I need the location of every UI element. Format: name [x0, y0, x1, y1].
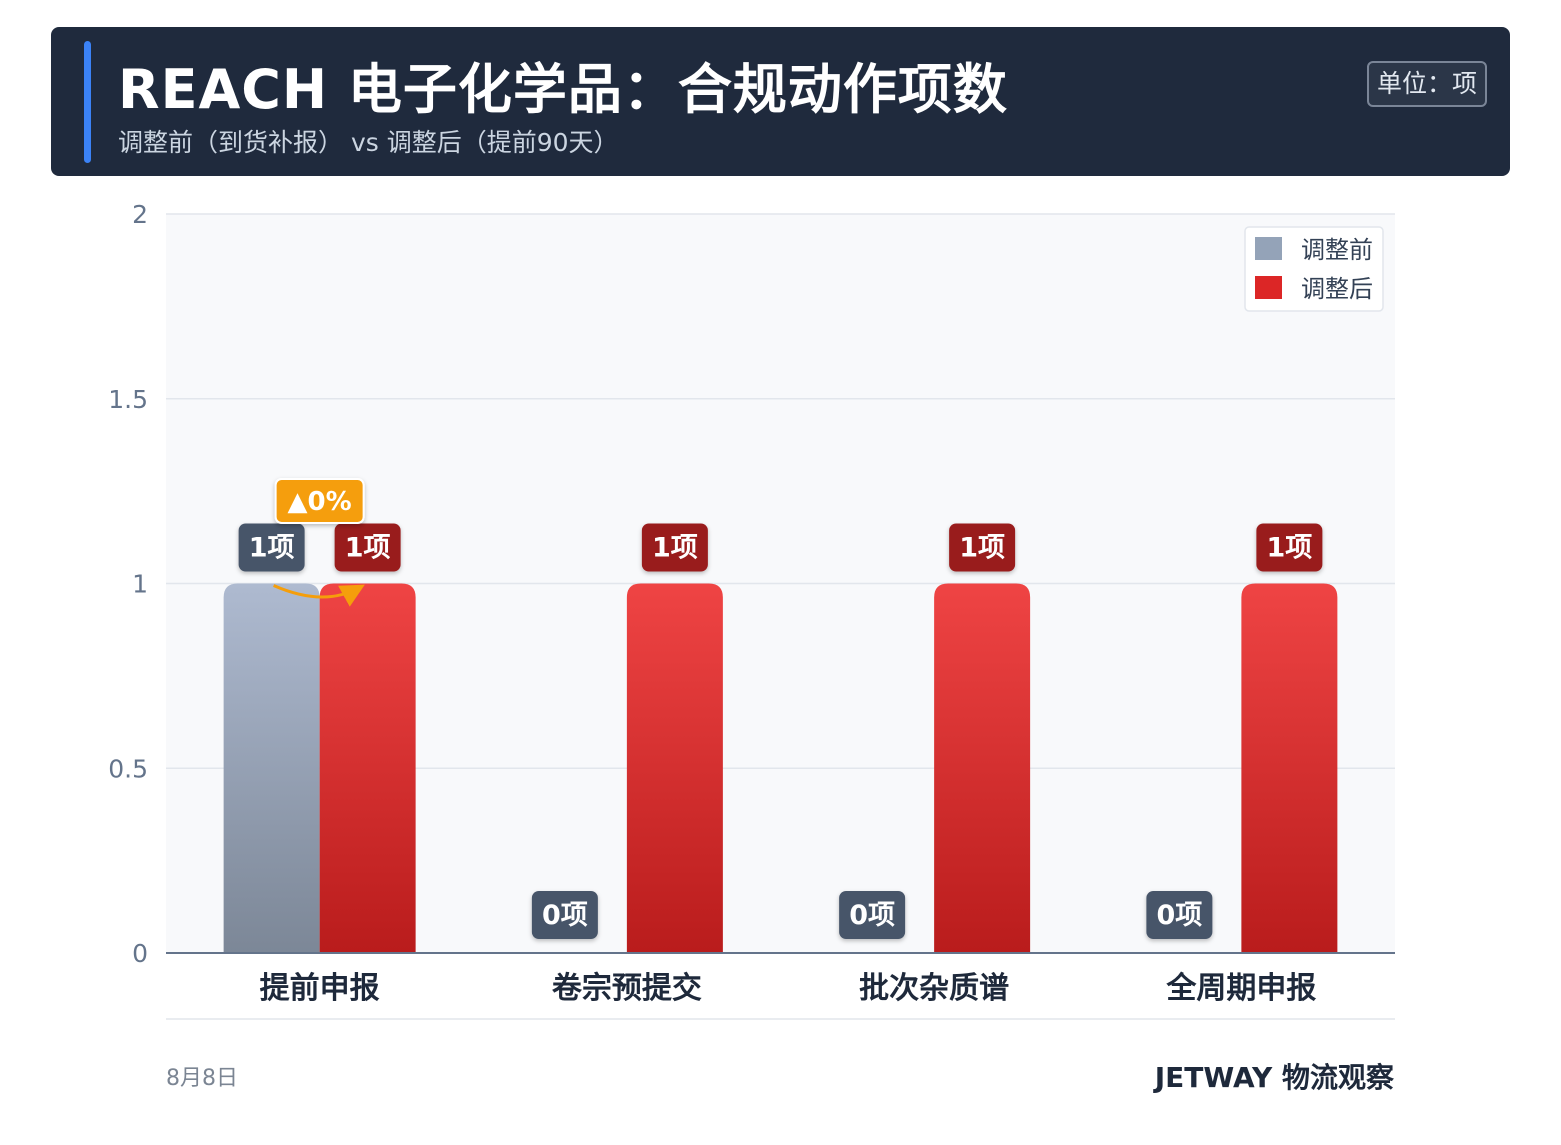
x-tick-label: 提前申报	[260, 971, 380, 1006]
header-banner: REACH 电子化学品：合规动作项数 调整前（到货补报） vs 调整后（提前90…	[51, 27, 1510, 176]
value-label-bg	[949, 523, 1016, 572]
footer-brand: JETWAY 物流观察	[1154, 1061, 1394, 1094]
y-tick-label: 0.5	[108, 754, 148, 783]
change-badge	[274, 478, 365, 524]
value-label: 0项	[849, 900, 895, 931]
legend-label: 调整前	[1301, 236, 1373, 264]
y-tick-label: 1.5	[108, 385, 148, 414]
value-label: 0项	[1156, 900, 1202, 931]
value-label-bg	[531, 891, 598, 939]
change-badge-label: ▲0%	[288, 487, 352, 517]
page-title: REACH 电子化学品：合规动作项数	[118, 58, 1008, 121]
header-accent-bar	[84, 41, 91, 163]
y-tick-label: 2	[132, 200, 148, 229]
value-label-bg	[238, 523, 305, 572]
value-label-bg	[334, 523, 401, 572]
value-label: 1项	[959, 533, 1005, 564]
y-tick-label: 1	[132, 570, 148, 599]
value-label: 0项	[542, 900, 588, 931]
value-label: 1项	[345, 533, 391, 564]
value-label-bg	[1146, 891, 1213, 939]
value-label: 1项	[1266, 533, 1312, 564]
value-label-bg	[641, 523, 708, 572]
x-tick-label: 批次杂质谱	[859, 971, 1009, 1006]
unit-badge: 单位：项	[1367, 61, 1488, 107]
y-tick-label: 0	[132, 939, 148, 968]
value-label: 1项	[652, 533, 698, 564]
value-label-bg	[1256, 523, 1323, 572]
legend-swatch	[1255, 276, 1282, 299]
page-subtitle: 调整前（到货补报） vs 调整后（提前90天）	[118, 128, 619, 157]
legend-label: 调整后	[1301, 275, 1373, 303]
bar-after	[1241, 583, 1338, 953]
bar-before	[223, 583, 320, 953]
legend-swatch	[1255, 237, 1282, 260]
x-tick-label: 全周期申报	[1165, 971, 1316, 1006]
x-tick-label: 卷宗预提交	[552, 971, 702, 1006]
change-arrow	[273, 584, 365, 607]
bar-after	[934, 583, 1031, 953]
bar-after	[626, 583, 723, 953]
bar-after	[319, 583, 416, 953]
value-label-bg	[839, 891, 906, 939]
value-label: 1项	[249, 533, 295, 564]
footer-date: 8月8日	[166, 1066, 238, 1091]
